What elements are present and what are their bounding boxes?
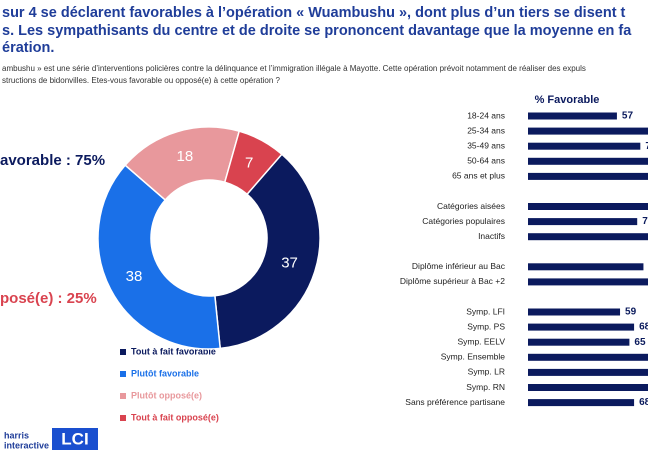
category-label: 25-34 ans [467,125,505,135]
category-label: Catégories populaires [422,216,505,226]
bar [528,233,648,241]
title-line: s. Les sympathisants du centre et de dro… [2,23,632,39]
category-label: Inactifs [478,231,505,241]
bar [528,218,638,226]
bar [528,112,617,120]
lci-logo-bg [52,428,98,450]
bar [528,323,635,331]
harris-logo: interactive [4,440,49,450]
segment-label: 7 [245,155,253,172]
bar [528,338,630,346]
value-label: 70 [642,216,648,227]
legend-swatch [120,393,126,399]
value-label: 57 [622,111,634,122]
category-label: Symp. Ensemble [441,352,506,362]
category-label: 65 ans et plus [452,171,505,181]
legend-swatch [120,349,126,355]
bar [528,142,641,150]
segment-label: 37 [281,255,298,272]
bar [528,353,648,361]
category-label: Symp. PS [467,321,505,331]
category-label: Diplôme inférieur au Bac [412,261,506,271]
value-label: 59 [625,307,637,318]
donut-segment [223,130,283,196]
legend-label: Plutôt favorable [131,368,199,378]
title-line: ération. [2,40,54,56]
favorable-total: avorable : 75% [0,152,105,169]
legend-label: Tout à fait opposé(e) [131,412,219,422]
legend-swatch [120,371,126,377]
bar [528,278,648,286]
bar [528,368,648,376]
donut-segment [97,164,222,350]
segment-label: 38 [126,268,143,285]
lci-logo: LCI [61,429,88,448]
subtitle-line: ambushu » est une série d’interventions … [2,64,586,73]
category-label: Symp. LR [468,367,505,377]
value-label: 72 [645,141,648,152]
value-label: 68 [639,397,648,408]
bar [528,127,648,135]
category-label: 50-64 ans [467,156,505,166]
bar-chart-title: % Favorable [535,94,600,106]
oppose-total: posé(e) : 25% [0,290,97,307]
legend-swatch [120,415,126,421]
category-label: Symp. EELV [457,336,505,346]
bar [528,308,621,316]
category-label: Symp. RN [466,382,505,392]
bar [528,157,648,165]
legend-label: Plutôt opposé(e) [131,390,202,400]
category-label: Symp. LFI [466,306,505,316]
value-label: 68 [639,322,648,333]
segment-label: 18 [177,148,194,165]
bar [528,203,648,210]
subtitle-line: structions de bidonvilles. Etes-vous fav… [2,76,280,85]
bar [528,399,635,407]
bar [528,172,648,180]
category-label: Diplôme supérieur à Bac +2 [400,276,505,286]
bar [528,263,644,271]
category-label: Sans préférence partisane [405,397,505,407]
bar [528,384,648,391]
donut-segment [214,153,321,350]
category-label: Catégories aisées [437,201,505,211]
legend-label: Tout à fait favorable [131,346,216,356]
harris-logo: harris [4,430,29,440]
category-label: 18-24 ans [467,110,505,120]
title-line: sur 4 se déclarent favorables à l’opérat… [2,5,626,21]
value-label: 65 [634,337,646,348]
category-label: 35-49 ans [467,140,505,150]
